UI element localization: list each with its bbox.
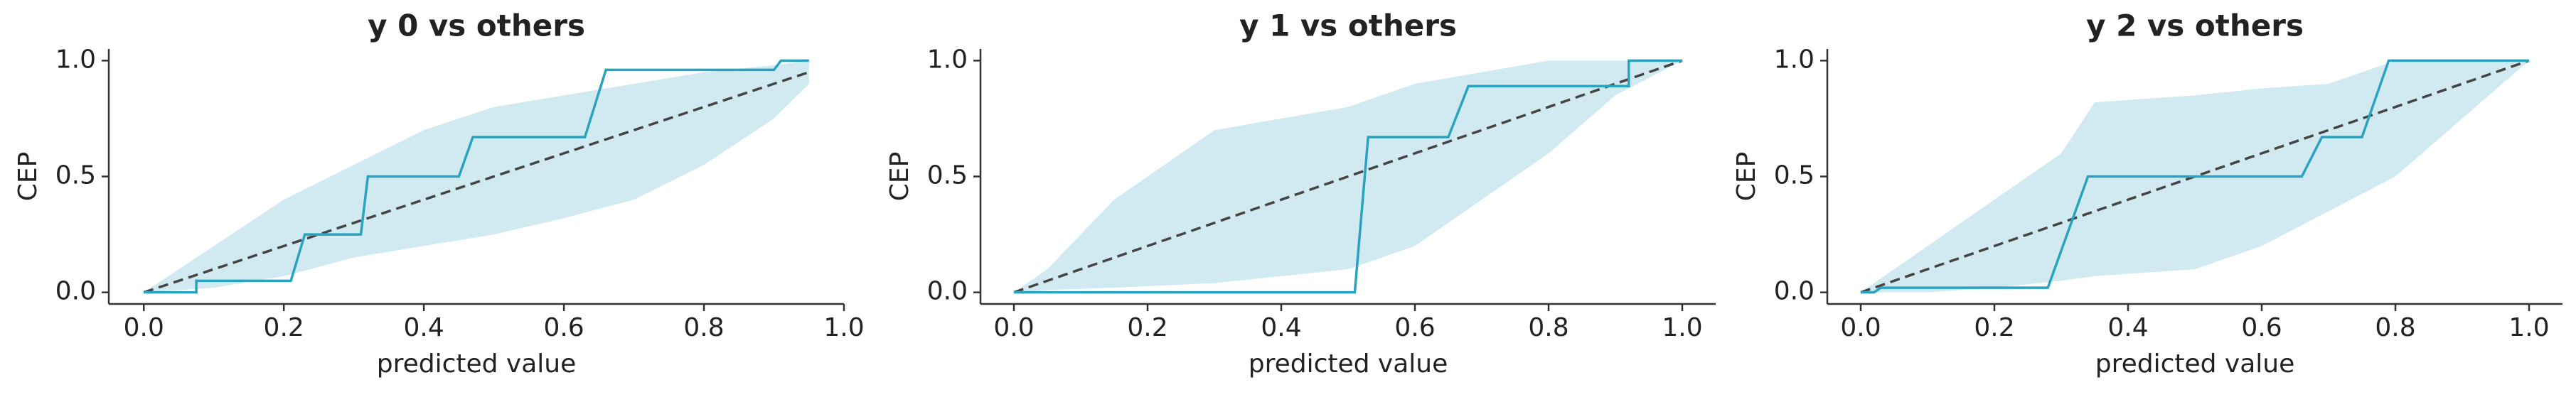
x-tick-label: 0.0 bbox=[993, 313, 1034, 342]
y-tick-label: 0.0 bbox=[55, 277, 96, 306]
chart-title: y 0 vs others bbox=[368, 9, 585, 43]
x-tick-label: 0.2 bbox=[1127, 313, 1167, 342]
x-tick-label: 1.0 bbox=[1662, 313, 1702, 342]
y-axis-label: CEP bbox=[14, 152, 43, 202]
x-tick-label: 1.0 bbox=[823, 313, 864, 342]
x-axis-label: predicted value bbox=[377, 349, 577, 379]
cep-line bbox=[1861, 59, 2529, 294]
chart-title: y 2 vs others bbox=[2086, 9, 2304, 43]
x-axis-label: predicted value bbox=[2095, 349, 2295, 379]
x-tick-label: 1.0 bbox=[2508, 313, 2549, 342]
y-tick-label: 0.5 bbox=[927, 161, 968, 190]
x-tick-label: 0.6 bbox=[1394, 313, 1435, 342]
x-tick-label: 0.2 bbox=[1974, 313, 2014, 342]
confidence-band bbox=[144, 60, 809, 293]
y-tick-label: 1.0 bbox=[927, 45, 968, 74]
x-tick-label: 0.6 bbox=[543, 313, 584, 342]
x-tick-label: 0.6 bbox=[2241, 313, 2282, 342]
y-tick-label: 1.0 bbox=[55, 45, 96, 74]
y-axis-label: CEP bbox=[1732, 152, 1761, 202]
x-tick-label: 0.8 bbox=[1528, 313, 1568, 342]
x-tick-label: 0.4 bbox=[404, 313, 444, 342]
y-axis-label: CEP bbox=[885, 152, 914, 202]
reference-line bbox=[1013, 59, 1683, 294]
y-tick-label: 0.0 bbox=[927, 277, 968, 306]
x-tick-label: 0.2 bbox=[264, 313, 304, 342]
x-tick-label: 0.0 bbox=[124, 313, 164, 342]
x-tick-label: 0.4 bbox=[1261, 313, 1301, 342]
y-tick-label: 0.5 bbox=[55, 161, 96, 190]
y-tick-label: 0.0 bbox=[1774, 277, 1815, 306]
chart-title: y 1 vs others bbox=[1239, 9, 1457, 43]
y-tick-label: 1.0 bbox=[1774, 45, 1815, 74]
x-tick-label: 0.0 bbox=[1840, 313, 1881, 342]
x-tick-label: 0.4 bbox=[2107, 313, 2148, 342]
cep-line bbox=[144, 59, 809, 294]
x-tick-label: 0.8 bbox=[2375, 313, 2415, 342]
cep-line bbox=[1014, 59, 1682, 294]
x-axis-label: predicted value bbox=[1249, 349, 1448, 379]
x-tick-label: 0.8 bbox=[683, 313, 724, 342]
reference-line bbox=[143, 70, 810, 294]
y-tick-label: 0.5 bbox=[1774, 161, 1815, 190]
